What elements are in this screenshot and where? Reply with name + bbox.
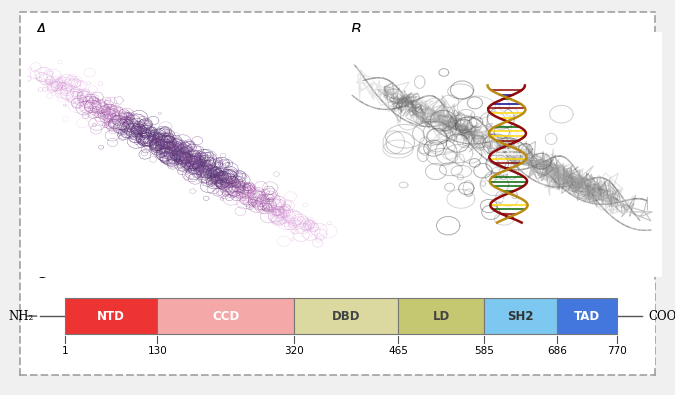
Text: 770: 770 xyxy=(608,346,627,357)
Bar xyxy=(294,298,398,334)
Text: 465: 465 xyxy=(388,346,408,357)
Bar xyxy=(65,298,157,334)
Text: A: A xyxy=(36,23,47,38)
Text: C: C xyxy=(36,266,47,281)
Bar xyxy=(484,298,557,334)
Text: NTD: NTD xyxy=(97,310,125,323)
Text: DBD: DBD xyxy=(331,310,360,323)
Text: LD: LD xyxy=(433,310,450,323)
Text: 585: 585 xyxy=(475,346,494,357)
Text: CCD: CCD xyxy=(212,310,239,323)
Text: 1: 1 xyxy=(61,346,68,357)
Text: SH2: SH2 xyxy=(507,310,534,323)
Text: TAD: TAD xyxy=(574,310,600,323)
Text: 130: 130 xyxy=(147,346,167,357)
Text: B: B xyxy=(350,23,360,38)
Bar xyxy=(157,298,294,334)
Text: 320: 320 xyxy=(284,346,304,357)
Bar xyxy=(557,298,617,334)
Text: COOH: COOH xyxy=(649,310,675,323)
Bar xyxy=(398,298,484,334)
Text: 686: 686 xyxy=(547,346,567,357)
Text: NH₂: NH₂ xyxy=(8,310,33,323)
